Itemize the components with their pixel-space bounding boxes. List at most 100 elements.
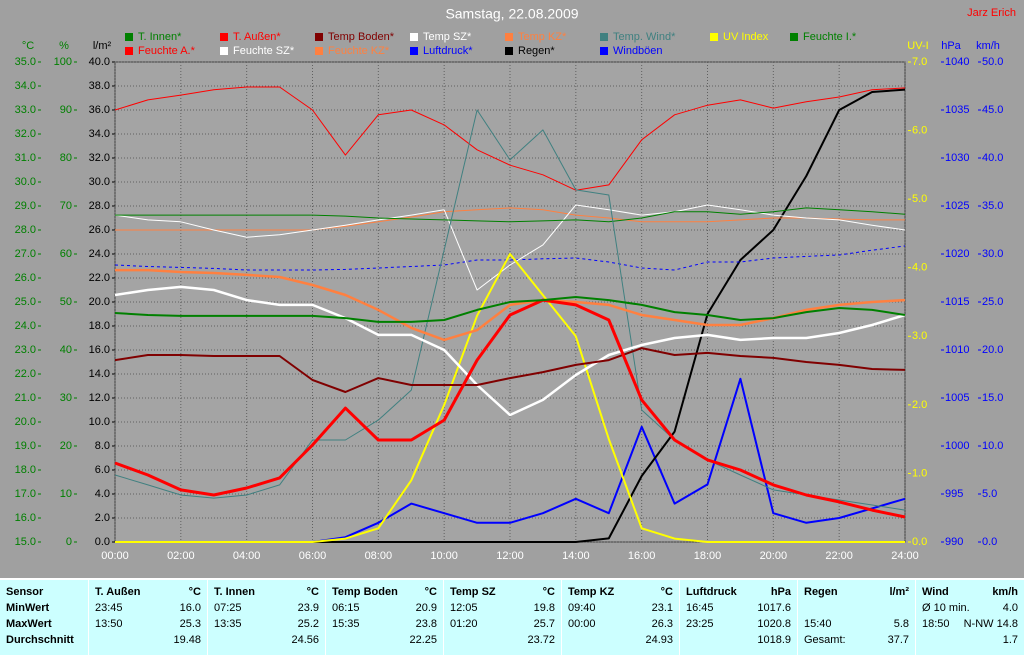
y-tick-label: 25.0 [982,296,1003,308]
group-unit: °C [306,586,319,598]
x-tick-label: 12:00 [496,550,524,562]
y-tick-label: 16.0 [89,344,110,356]
cell-time: 23:45 [95,602,123,614]
y-tick-label: 30.0 [89,176,110,188]
y-tick-label: 2.0 [95,512,110,524]
series-line [115,207,905,231]
group-unit: °C [188,586,201,598]
cell-value: 22.25 [409,634,437,646]
cell-value: 19.48 [173,634,201,646]
axis-unit: % [59,40,69,52]
cell-time: Ø 10 min. [922,602,970,614]
column-separator [679,580,680,655]
y-tick-label: 25.0 [15,296,36,308]
legend-swatch [505,33,513,41]
legend-swatch [410,47,418,55]
y-tick-label: 30.0 [982,248,1003,260]
x-tick-label: 24:00 [891,550,919,562]
y-tick-label: 4.0 [912,262,927,274]
group-name: Luftdruck [686,586,737,598]
cell-value: N-NW 14.8 [963,618,1018,630]
y-tick-label: 70 [60,200,72,212]
y-tick-label: 7.0 [912,56,927,68]
legend-swatch [790,33,798,41]
author: Jarz Erich [967,7,1016,19]
y-tick-label: 995 [945,488,963,500]
y-tick-label: 26.0 [15,272,36,284]
y-tick-label: 20.0 [15,416,36,428]
series-line [115,207,906,223]
group-unit: hPa [770,586,791,598]
series-line [114,296,906,323]
y-tick-label: 60 [60,248,72,260]
y-tick-label: 31.0 [15,152,36,164]
x-tick-label: 06:00 [299,550,327,562]
row-label: MaxWert [6,618,52,630]
x-tick-label: 22:00 [825,550,853,562]
y-tick-label: 40.0 [89,56,110,68]
y-tick-label: 29.0 [15,200,36,212]
row-label: Durchschnitt [6,634,74,646]
cell-value: 23.9 [297,602,319,614]
legend-swatch [125,47,133,55]
cell-value: 4.0 [1002,602,1018,614]
y-tick-label: 22.0 [15,368,36,380]
x-tick-label: 10:00 [430,550,458,562]
axis-unit: l/m² [93,40,112,52]
y-tick-label: 35.0 [15,56,36,68]
y-tick-label: 0.0 [95,536,110,548]
y-tick-label: 1015 [945,296,969,308]
cell-value: 26.3 [651,618,673,630]
y-tick-label: 1.0 [912,467,927,479]
y-tick-label: 100 [54,56,72,68]
y-tick-label: 28.0 [15,224,36,236]
y-tick-label: 40.0 [982,152,1003,164]
y-tick-label: 990 [945,536,963,548]
row-label: Sensor [6,586,44,598]
series-line [114,204,906,291]
y-tick-label: 35.0 [982,200,1003,212]
cell-time: 06:15 [332,602,360,614]
y-tick-label: 34.0 [89,128,110,140]
legend-swatch [315,47,323,55]
chart-title: Samstag, 22.08.2009 [445,6,578,22]
cell-value: 1.7 [1002,634,1018,646]
group-unit: km/h [992,586,1018,598]
cell-time: 01:20 [450,618,478,630]
y-tick-label: 32.0 [15,128,36,140]
cell-value: 19.8 [533,602,555,614]
cell-value: 23.8 [415,618,437,630]
y-tick-label: 15.0 [15,536,36,548]
y-tick-label: 50 [60,296,72,308]
y-tick-label: 24.0 [89,248,110,260]
group-name: Temp SZ [450,586,496,598]
legend-swatch [600,33,608,41]
y-tick-label: 22.0 [89,272,110,284]
y-tick-label: 3.0 [912,330,927,342]
y-tick-label: 20.0 [89,296,110,308]
y-tick-label: 36.0 [89,104,110,116]
legend-label: Feuchte KZ* [328,45,390,57]
y-tick-label: 14.0 [89,368,110,380]
y-tick-label: 21.0 [15,392,36,404]
cell-time: 13:50 [95,618,123,630]
row-label: MinWert [6,602,50,614]
series-line [114,285,906,417]
legend-label: Feuchte I.* [803,31,857,43]
y-tick-label: 19.0 [15,440,36,452]
axis-unit: UV-I [907,40,928,52]
legend-label: Windböen [613,45,663,57]
y-tick-label: 20.0 [982,344,1003,356]
legend-label: T. Innen* [138,31,182,43]
group-unit: °C [424,586,437,598]
series-line [114,347,906,393]
group-name: T. Außen [95,586,141,598]
y-tick-label: 30.0 [15,176,36,188]
legend-swatch [220,47,228,55]
y-tick-label: 5.0 [982,488,997,500]
cell-time: 15:35 [332,618,360,630]
y-tick-label: 45.0 [982,104,1003,116]
y-tick-label: 38.0 [89,80,110,92]
series-line [114,298,906,519]
